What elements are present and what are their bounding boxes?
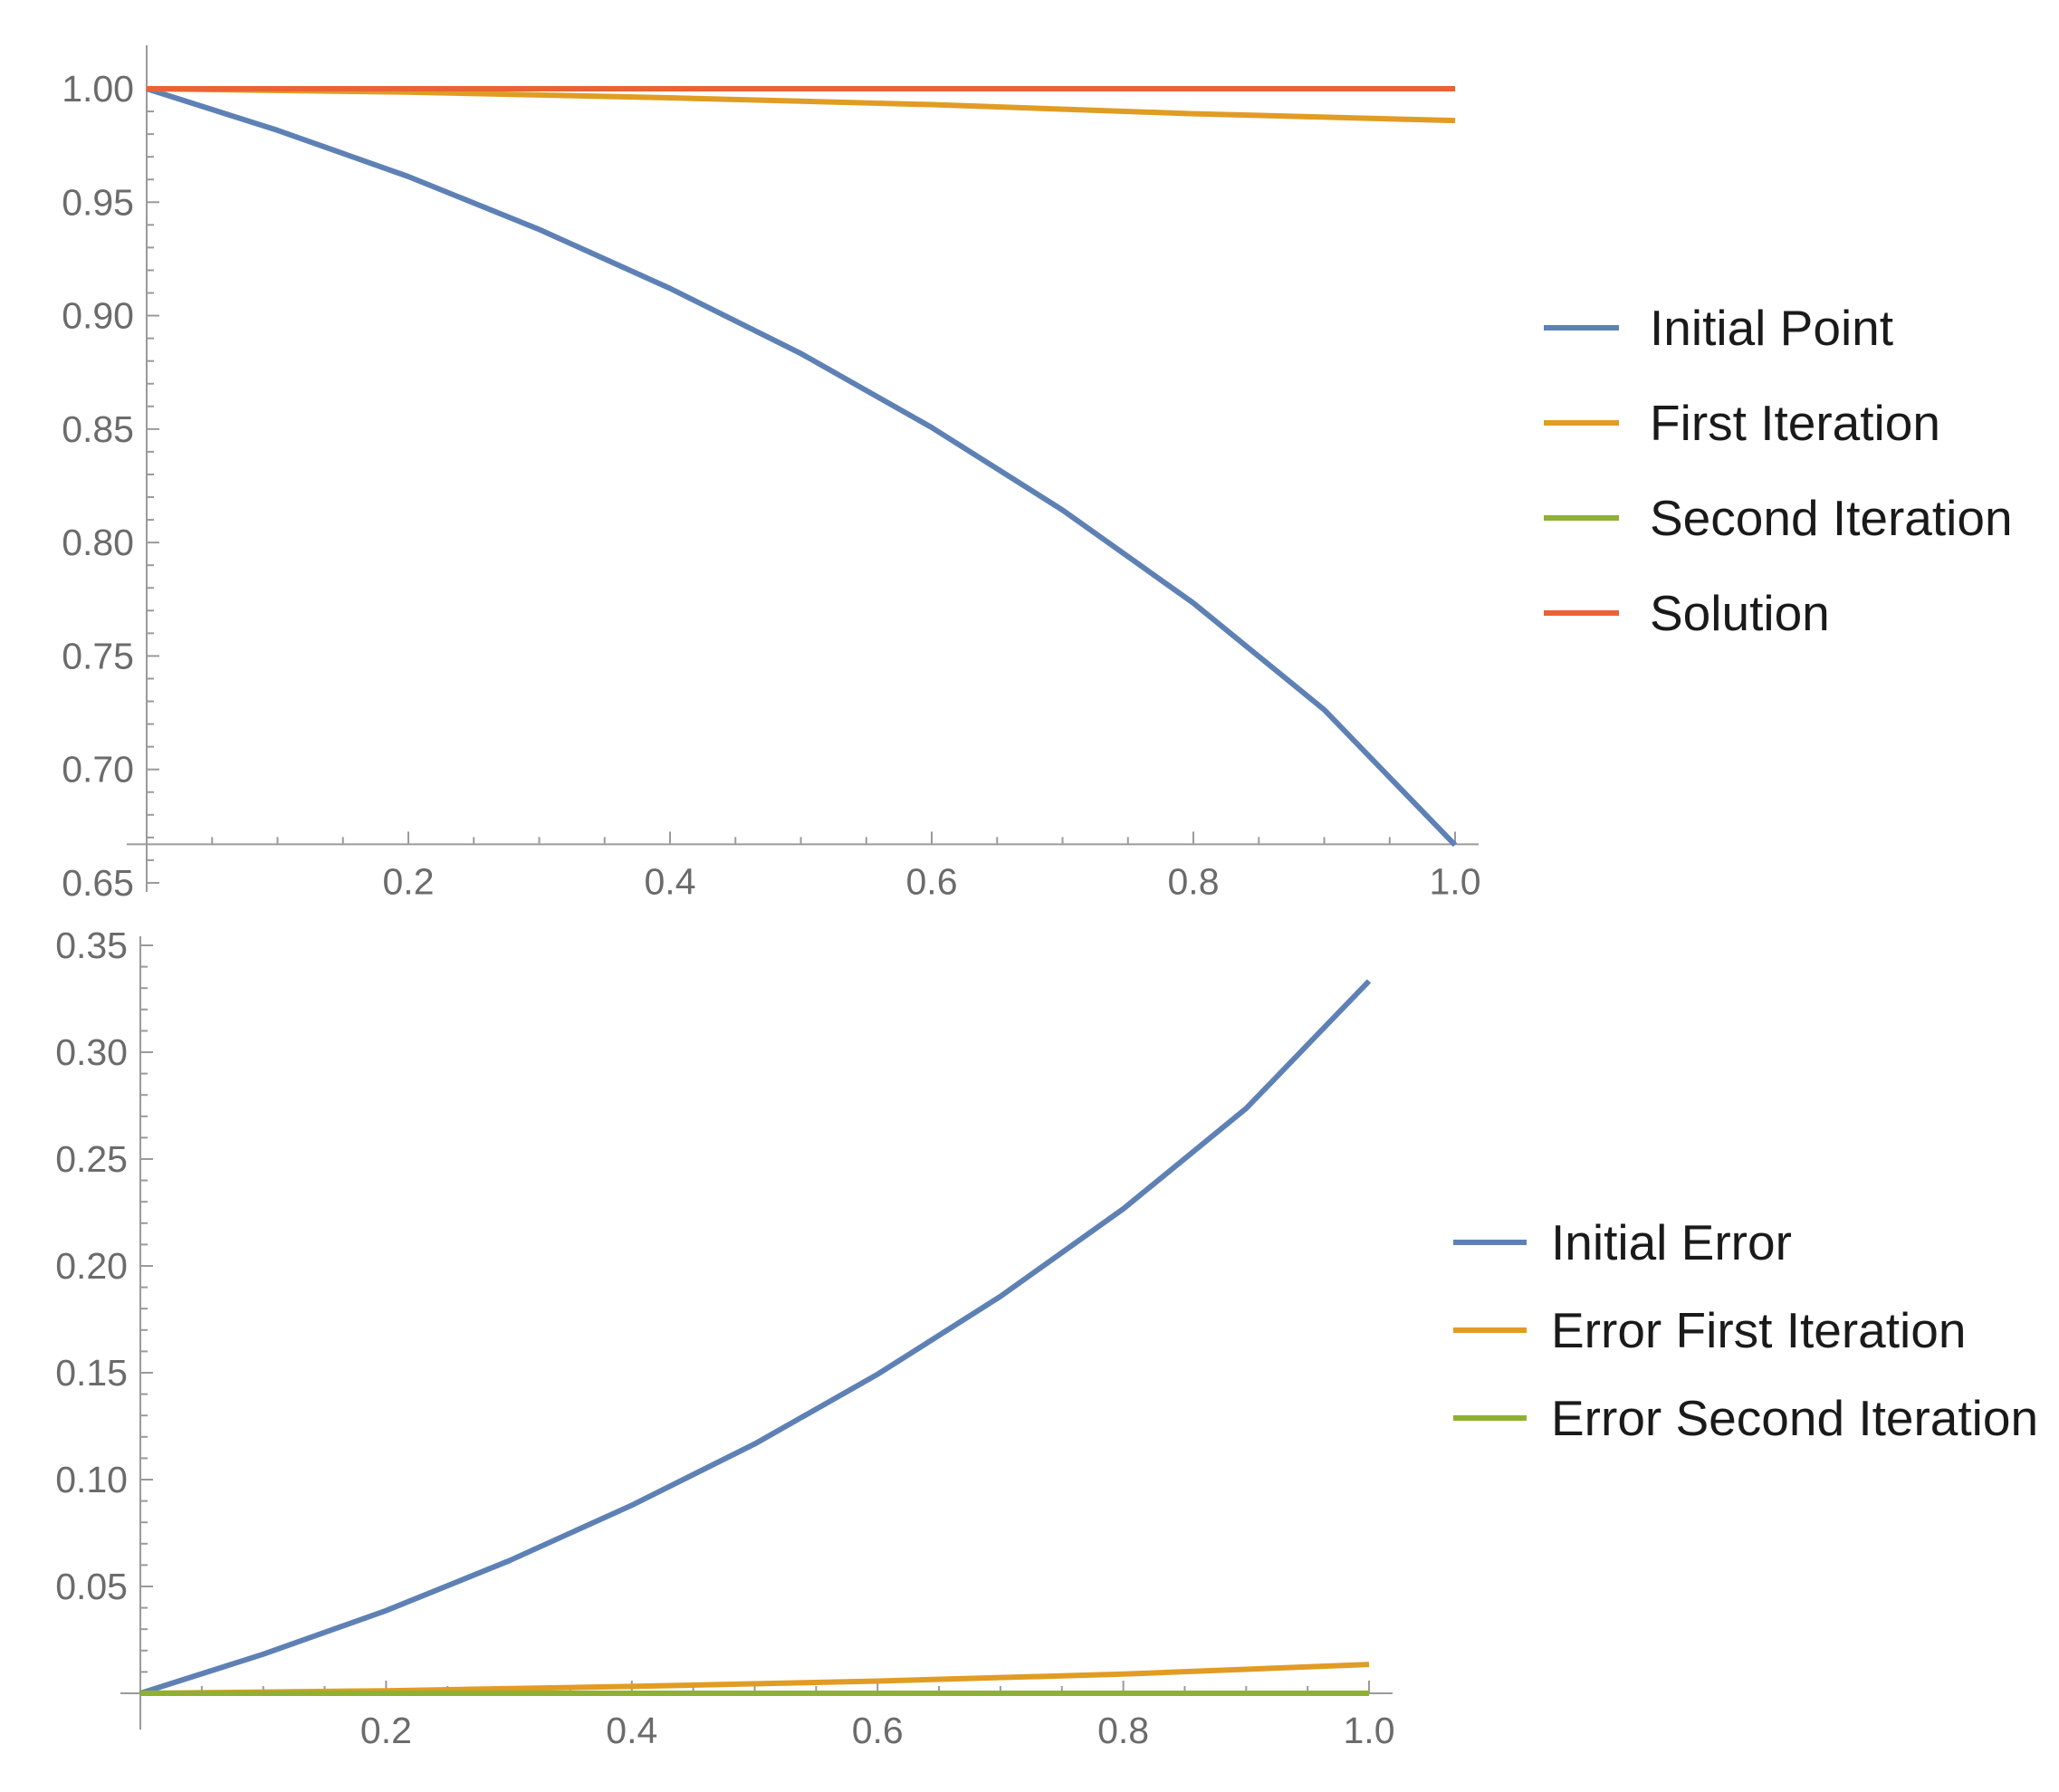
legend-label: Solution <box>1650 585 1830 641</box>
y-tick-label: 1.00 <box>62 68 134 110</box>
x-tick-label: 0.6 <box>906 860 958 902</box>
series-line-initial-point <box>146 86 1458 848</box>
series-line-initial-error <box>139 979 1372 1696</box>
x-tick-label: 0.8 <box>1097 1710 1149 1751</box>
bottom-chart: 0.2 0.4 0.6 0.8 1.0 0.05 0.10 0.15 0.20 0.25 0.30 0… <box>55 925 2038 1751</box>
y-tick-label: 0.05 <box>55 1566 128 1607</box>
y-tick-label: 0.75 <box>62 635 134 676</box>
x-tick-label: 1.0 <box>1430 860 1481 902</box>
y-tick-label: 0.90 <box>62 295 134 337</box>
x-tick-label: 0.4 <box>606 1710 657 1751</box>
y-tick-label: 0.85 <box>62 408 134 450</box>
x-tick-label: 0.8 <box>1168 860 1220 902</box>
top-chart: 0.2 0.4 0.6 0.8 1.0 0.65 0.70 0.75 0.80 0.85 0.90 0… <box>62 45 2013 904</box>
y-tick-label: 0.20 <box>55 1245 128 1287</box>
y-tick-label: 0.95 <box>62 181 134 223</box>
legend-label: Initial Error <box>1551 1214 1792 1270</box>
x-tick-label: 0.2 <box>360 1710 412 1751</box>
legend-label: Initial Point <box>1650 300 1893 356</box>
legend-label: First Iteration <box>1650 395 1940 451</box>
y-tick-label: 0.70 <box>62 749 134 791</box>
x-tick-label: 0.2 <box>383 860 435 902</box>
y-tick-label: 0.65 <box>62 862 134 904</box>
x-tick-label: 0.6 <box>852 1710 904 1751</box>
y-tick-label: 0.30 <box>55 1031 128 1073</box>
legend-label: Error First Iteration <box>1551 1302 1966 1358</box>
legend-label: Second Iteration <box>1650 490 2013 546</box>
series-line-first-iteration <box>146 86 1456 124</box>
y-tick-label: 0.80 <box>62 522 134 563</box>
y-tick-label: 0.25 <box>55 1138 128 1180</box>
y-tick-label: 0.35 <box>55 925 128 966</box>
y-tick-label: 0.15 <box>55 1352 128 1394</box>
y-tick-label: 0.10 <box>55 1459 128 1500</box>
x-tick-label: 0.4 <box>645 860 696 902</box>
legend-label: Error Second Iteration <box>1551 1390 2038 1446</box>
x-tick-label: 1.0 <box>1344 1710 1395 1751</box>
